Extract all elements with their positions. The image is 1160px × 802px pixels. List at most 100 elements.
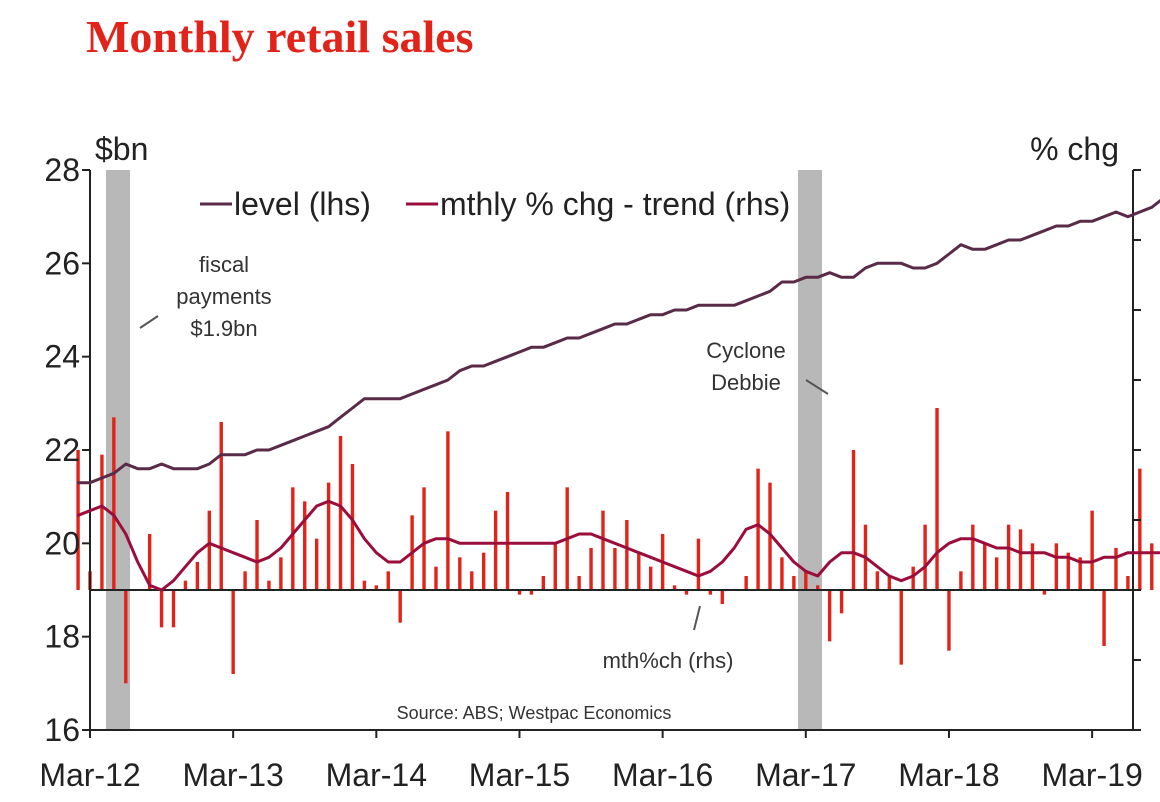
bar — [804, 571, 808, 590]
bar — [625, 520, 629, 590]
bar — [291, 487, 295, 590]
bar — [267, 580, 271, 590]
bar — [899, 590, 903, 665]
chart-title: Monthly retail sales — [86, 11, 474, 62]
bar — [219, 422, 223, 590]
bar — [971, 524, 975, 590]
bar — [792, 576, 796, 590]
x-tick-label: Mar-12 — [39, 757, 140, 793]
bar — [147, 534, 152, 590]
bar — [1042, 590, 1047, 595]
bar — [183, 580, 188, 590]
y-tick-label: 28 — [44, 152, 80, 188]
bar — [374, 585, 379, 590]
note-leader — [693, 605, 701, 631]
bar — [887, 576, 892, 590]
bar — [672, 585, 677, 590]
bar — [1150, 543, 1154, 590]
y-tick-label: 26 — [44, 245, 80, 281]
bar — [589, 548, 593, 590]
bar — [1090, 510, 1094, 590]
bar — [1006, 524, 1011, 590]
bar — [76, 450, 80, 590]
axes — [82, 169, 1141, 738]
cyclone-note: Cyclone — [706, 338, 785, 363]
bar — [1138, 468, 1142, 590]
bar — [947, 590, 951, 651]
bar — [243, 571, 247, 590]
x-tick-label: Mar-17 — [755, 757, 856, 793]
bar — [684, 590, 689, 595]
bar — [1078, 557, 1082, 590]
bar — [481, 552, 486, 590]
bar — [434, 566, 438, 590]
right-axis-unit: % chg — [1030, 131, 1119, 167]
bar — [386, 571, 390, 590]
bar — [100, 454, 104, 590]
bar — [529, 590, 534, 595]
bar — [923, 524, 927, 590]
x-tick-label: Mar-13 — [182, 757, 283, 793]
x-tick-label: Mar-14 — [326, 757, 427, 793]
y-tick-label: 22 — [44, 432, 80, 468]
x-tick-label: Mar-15 — [469, 757, 570, 793]
source-note: Source: ABS; Westpac Economics — [397, 703, 672, 723]
bar — [553, 543, 557, 590]
bar — [1102, 590, 1106, 646]
bar — [338, 436, 343, 590]
bar — [231, 590, 235, 674]
bar — [195, 562, 200, 590]
trend-line — [76, 499, 1160, 592]
x-tick-label: Mar-16 — [612, 757, 713, 793]
bar — [959, 571, 963, 590]
fiscal-note: $1.9bn — [190, 316, 257, 341]
bar — [279, 557, 283, 590]
bar — [1054, 543, 1059, 590]
bar — [613, 548, 617, 590]
bar — [637, 552, 641, 590]
note-leader — [805, 379, 829, 395]
bar — [314, 538, 319, 590]
bar — [398, 590, 402, 623]
bar — [983, 543, 987, 590]
bar — [744, 576, 748, 590]
bar — [696, 538, 701, 590]
bar — [839, 590, 844, 614]
bar — [1114, 548, 1118, 590]
cyclone-note: Debbie — [711, 370, 781, 395]
bar — [112, 417, 116, 590]
bar — [601, 510, 605, 590]
legend-label: mthly % chg - trend (rhs) — [440, 186, 790, 222]
shaded-periods — [106, 170, 822, 730]
bar — [816, 585, 820, 590]
note-leader — [139, 315, 159, 329]
axis-labels: 16 18 20 22 24 26 28 Mar-12 Mar-13 Mar-14 Mar-15 Ma… — [39, 131, 1142, 793]
y-tick-label: 20 — [44, 525, 80, 561]
bar — [541, 576, 546, 590]
bar — [1066, 552, 1070, 590]
mthch-note: mth%ch (rhs) — [603, 648, 734, 673]
y-tick-label: 16 — [44, 712, 80, 748]
bar — [422, 487, 426, 590]
bar — [171, 590, 176, 628]
x-tick-label: Mar-18 — [898, 757, 999, 793]
shaded-period — [798, 170, 822, 730]
series-lines — [76, 198, 1160, 592]
bar — [505, 492, 510, 590]
left-axis-unit: $bn — [95, 131, 148, 167]
bar — [470, 571, 474, 590]
bar — [517, 590, 522, 595]
bar — [159, 590, 164, 628]
level-line — [76, 198, 1160, 485]
bar — [756, 468, 760, 590]
bar — [493, 510, 498, 590]
bar — [649, 566, 653, 590]
bar — [303, 501, 307, 590]
bar — [362, 580, 367, 590]
fiscal-note: fiscal — [199, 252, 249, 277]
bar — [124, 590, 128, 684]
fiscal-note: payments — [176, 284, 271, 309]
bar — [708, 590, 713, 595]
legend-label: level (lhs) — [234, 186, 371, 222]
